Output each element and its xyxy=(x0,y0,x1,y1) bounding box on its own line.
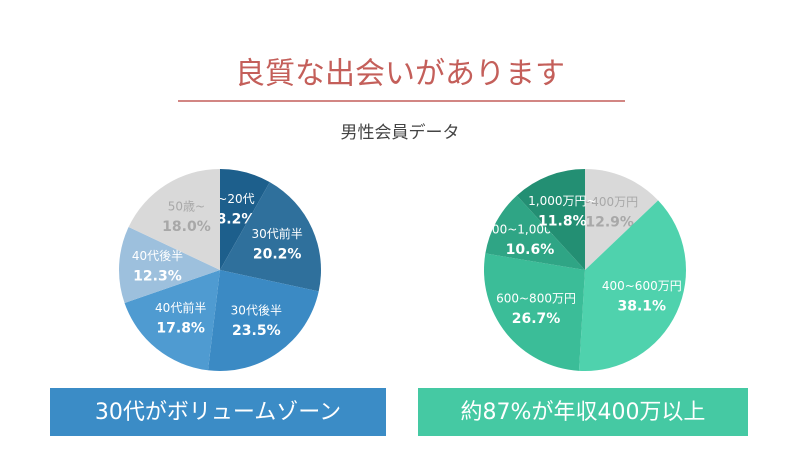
caption: 30代がボリュームゾーン xyxy=(95,400,341,425)
value-label: 18.0% xyxy=(162,219,211,235)
pie-slice xyxy=(516,169,585,270)
pie-slice xyxy=(578,200,686,371)
slice-label: 600~800万円 xyxy=(496,292,576,306)
slice-label: 50歳~ xyxy=(168,200,205,214)
slice-label: 400~600万円 xyxy=(602,279,682,293)
value-label: 12.3% xyxy=(133,269,182,285)
slice-label: ~20代 xyxy=(217,192,254,206)
value-label: 10.6% xyxy=(506,242,555,258)
slice-label: 1,000万円~ xyxy=(528,194,596,208)
page-subtitle: 男性会員データ xyxy=(341,122,460,143)
pie-slice xyxy=(128,169,220,270)
pie-slice xyxy=(585,168,659,270)
caption-banner xyxy=(50,388,386,436)
value-label: 26.7% xyxy=(512,311,561,327)
slice-label: 40代後半 xyxy=(132,249,183,263)
pie-slice xyxy=(220,182,321,292)
pie-slice xyxy=(485,195,585,270)
caption-banner xyxy=(418,388,748,436)
slice-label: ~400万円 xyxy=(581,195,638,209)
pie-slice xyxy=(124,270,220,371)
slice-label: 30代前半 xyxy=(252,226,303,241)
pie-slice xyxy=(119,226,220,304)
value-label: 20.2% xyxy=(253,246,302,262)
pie-slice xyxy=(484,253,585,371)
value-label: 17.8% xyxy=(156,321,205,337)
value-label: 11.8% xyxy=(538,214,587,230)
slice-label: 30代後半 xyxy=(231,304,282,318)
value-label: 12.9% xyxy=(585,214,634,230)
pie-slice xyxy=(220,169,270,270)
value-label: 8.2% xyxy=(217,211,256,227)
caption: 約87%が年収400万以上 xyxy=(461,400,706,425)
page-title: 良質な出会いがあります xyxy=(235,57,565,92)
value-label: 38.1% xyxy=(618,298,667,314)
value-label: 23.5% xyxy=(232,323,281,339)
slice-label: 40代前半 xyxy=(155,300,206,315)
pie-slice xyxy=(207,270,319,371)
